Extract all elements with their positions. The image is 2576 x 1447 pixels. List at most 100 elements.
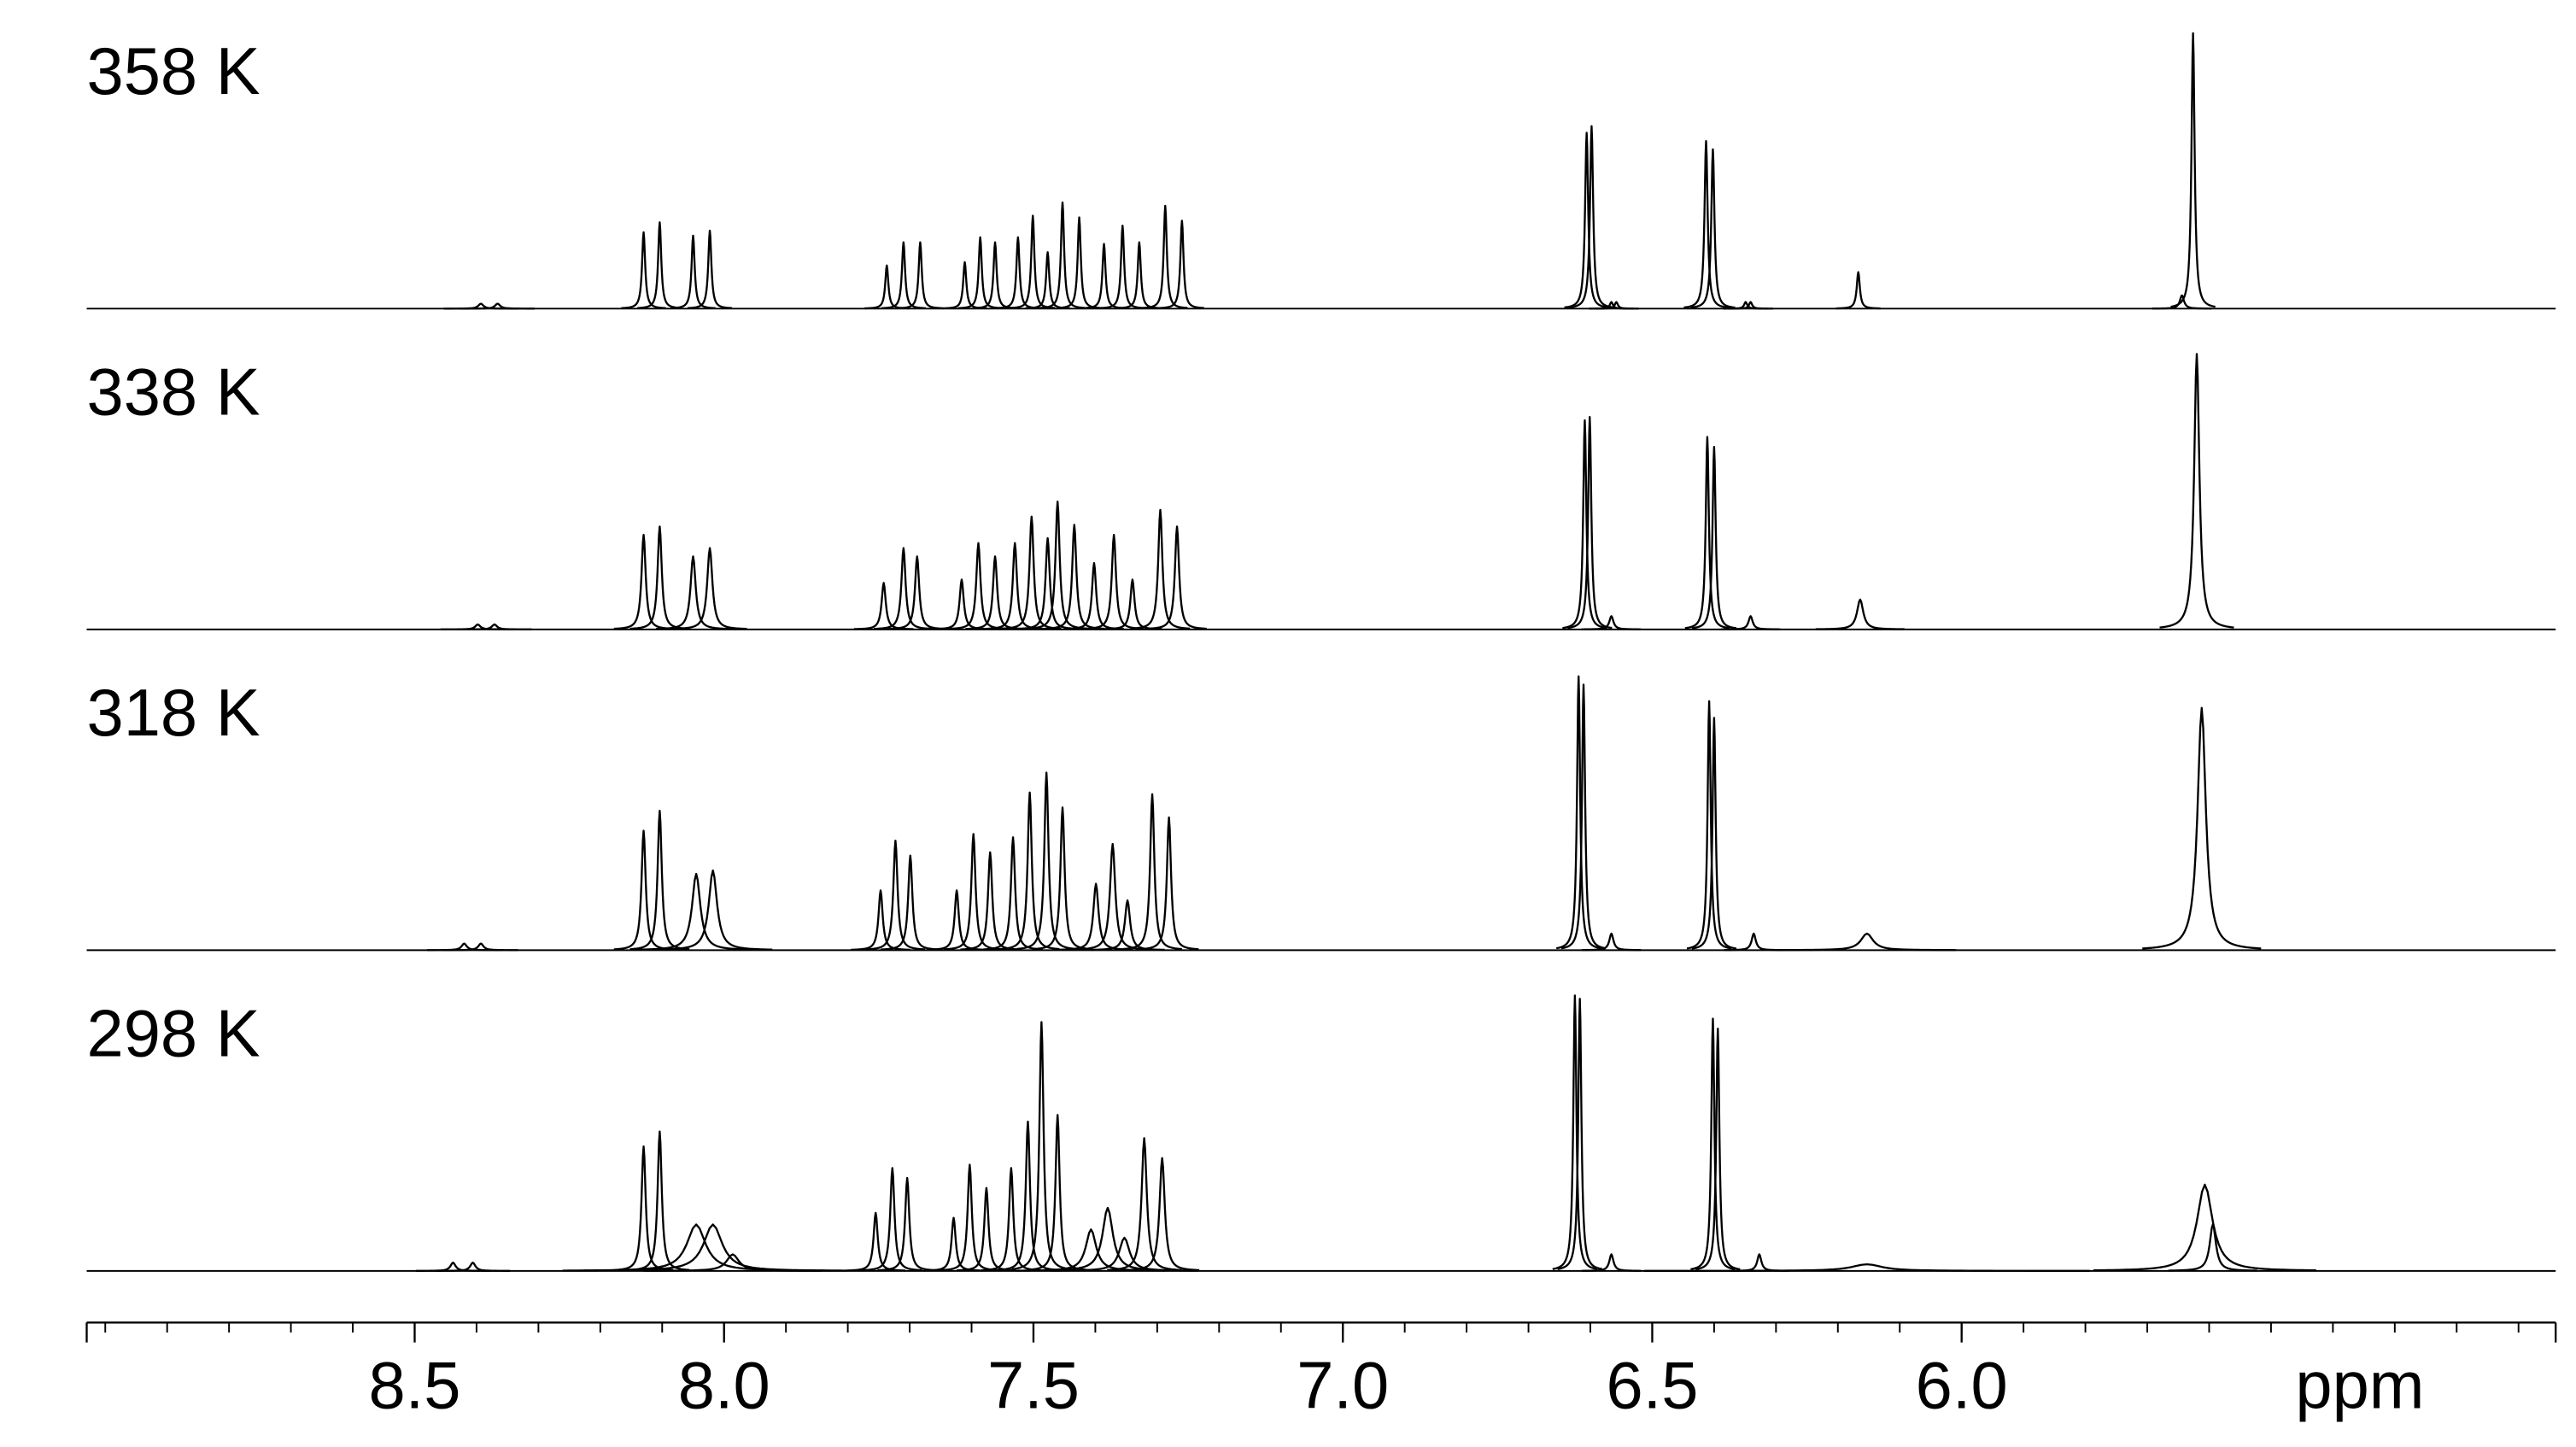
peak — [931, 578, 992, 630]
peak — [2142, 706, 2262, 950]
peak — [613, 829, 674, 951]
peak — [897, 241, 943, 309]
peak — [1689, 148, 1736, 309]
peak — [670, 234, 717, 309]
peak — [957, 236, 1004, 309]
peak — [2168, 1223, 2258, 1272]
peak — [655, 555, 731, 630]
peak — [613, 533, 674, 630]
peak — [1724, 932, 1784, 952]
x-tick-label: 8.0 — [678, 1349, 770, 1422]
peak — [562, 1223, 830, 1272]
peak — [1691, 445, 1737, 630]
peak — [1130, 508, 1191, 630]
peak — [1552, 994, 1598, 1270]
peak — [1090, 899, 1165, 952]
peak — [1016, 771, 1077, 951]
peak — [850, 889, 911, 952]
peak — [1691, 717, 1737, 950]
peak — [1159, 220, 1205, 309]
series-label: 358 K — [87, 35, 261, 108]
peak — [2152, 294, 2212, 310]
peak — [1025, 251, 1071, 310]
peak — [998, 1120, 1058, 1271]
peak — [999, 791, 1060, 951]
peak — [415, 1262, 490, 1272]
x-tick-label: 8.5 — [368, 1349, 460, 1422]
peak — [1568, 125, 1615, 309]
peak — [2170, 32, 2216, 308]
peak — [1644, 1262, 2090, 1272]
x-tick-label: 6.0 — [1916, 1349, 2008, 1422]
peak — [1139, 816, 1199, 951]
peak — [862, 1167, 922, 1272]
peak — [1116, 241, 1162, 309]
peak — [1581, 932, 1642, 952]
peak — [1683, 139, 1730, 309]
peak — [1122, 793, 1183, 951]
peak — [436, 1262, 511, 1272]
peak — [923, 1216, 984, 1272]
peak — [2159, 353, 2234, 629]
peak — [687, 229, 733, 309]
peak — [1557, 998, 1603, 1270]
peak — [1142, 204, 1188, 309]
peak — [460, 302, 536, 310]
series-label: 298 K — [87, 997, 261, 1070]
peak — [1720, 615, 1781, 630]
peak — [443, 942, 518, 952]
peak — [865, 839, 926, 951]
peak — [1581, 1253, 1642, 1272]
peak — [1125, 1157, 1200, 1272]
peak — [846, 1211, 906, 1272]
x-tick-label: 7.5 — [987, 1349, 1080, 1422]
peak — [1075, 842, 1150, 951]
peak — [613, 1145, 674, 1272]
peak — [964, 555, 1026, 630]
peak — [1561, 419, 1608, 630]
peak — [1581, 615, 1642, 630]
peak — [1728, 301, 1774, 310]
peak — [1058, 882, 1133, 951]
peak — [457, 623, 532, 630]
peak — [1107, 1137, 1182, 1271]
peak — [1695, 1028, 1741, 1271]
peak — [1011, 1021, 1072, 1271]
peak — [643, 1253, 823, 1272]
peak — [1815, 598, 1906, 630]
peak — [1032, 806, 1093, 951]
peak — [1146, 525, 1208, 630]
x-axis-label: ppm — [2295, 1349, 2424, 1422]
series-label: 318 K — [87, 677, 261, 750]
peak — [1689, 1017, 1736, 1270]
peak — [1777, 932, 1957, 952]
peak — [873, 547, 934, 630]
peak — [672, 547, 747, 630]
peak — [881, 241, 927, 309]
peak — [1686, 700, 1732, 950]
x-tick-label: 6.5 — [1606, 1349, 1698, 1422]
x-tick-label: 7.0 — [1297, 1349, 1389, 1422]
peak — [1564, 132, 1610, 309]
peak — [1593, 301, 1640, 310]
peak — [2093, 1183, 2316, 1272]
peak — [1555, 675, 1601, 950]
peak — [1560, 683, 1607, 950]
peak — [1835, 271, 1882, 310]
peak — [653, 869, 773, 951]
peak — [972, 241, 1018, 309]
peak — [620, 231, 667, 309]
peak — [927, 889, 987, 952]
peak — [941, 261, 988, 310]
peak — [636, 872, 756, 951]
peak — [1566, 416, 1613, 630]
peak — [853, 582, 914, 630]
peak — [1027, 1114, 1088, 1271]
peak — [1684, 436, 1730, 630]
peak — [1099, 225, 1145, 309]
peak — [579, 1223, 847, 1272]
peak — [1039, 201, 1086, 309]
peak — [1063, 561, 1125, 630]
